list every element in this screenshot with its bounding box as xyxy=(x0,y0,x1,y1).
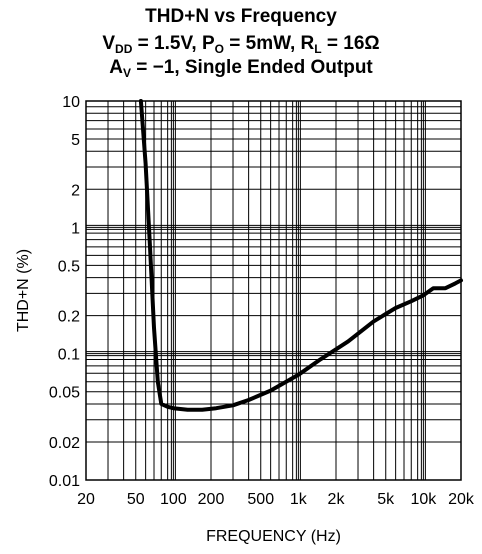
minor-gridlines xyxy=(85,100,462,481)
x-tick-label: 50 xyxy=(127,491,145,508)
y-tick-label: 0.2 xyxy=(58,309,80,326)
x-tick-label: 100 xyxy=(160,491,187,508)
y-tick-label: 0.05 xyxy=(49,385,80,402)
y-tick-label: 1 xyxy=(71,220,80,237)
thd-curve xyxy=(138,99,463,412)
y-tick-label: 0.01 xyxy=(49,473,80,490)
x-axis-label: FREQUENCY (Hz) xyxy=(206,528,341,545)
x-tick-label: 20k xyxy=(448,491,475,508)
chart-subtitle-gain: AV = −1, Single Ended Output xyxy=(109,57,373,80)
y-tick-labels: 0.01 0.02 0.05 0.1 0.2 0.5 1 2 5 10 xyxy=(49,94,80,490)
y-tick-label: 0.5 xyxy=(58,258,80,275)
x-tick-label: 10k xyxy=(410,491,437,508)
x-tick-label: 1k xyxy=(290,491,308,508)
x-tick-label: 5k xyxy=(377,491,395,508)
x-tick-label: 2k xyxy=(328,491,346,508)
x-tick-labels: 20 50 100 200 500 1k 2k 5k 10k 20k xyxy=(77,491,475,508)
y-tick-label: 0.02 xyxy=(49,435,80,452)
plot-frame xyxy=(85,100,462,481)
y-axis-label: THD+N (%) xyxy=(15,249,32,332)
x-tick-label: 20 xyxy=(77,491,95,508)
chart-title: THD+N vs Frequency xyxy=(145,6,337,27)
major-gridlines xyxy=(86,101,461,480)
y-tick-label: 10 xyxy=(62,94,80,111)
y-tick-label: 2 xyxy=(71,182,80,199)
x-tick-label: 500 xyxy=(247,491,274,508)
y-tick-label: 5 xyxy=(71,132,80,149)
chart-subtitle-conditions: VDD = 1.5V, PO = 5mW, RL = 16Ω xyxy=(102,33,380,56)
y-tick-label: 0.1 xyxy=(58,347,80,364)
x-tick-label: 200 xyxy=(198,491,225,508)
